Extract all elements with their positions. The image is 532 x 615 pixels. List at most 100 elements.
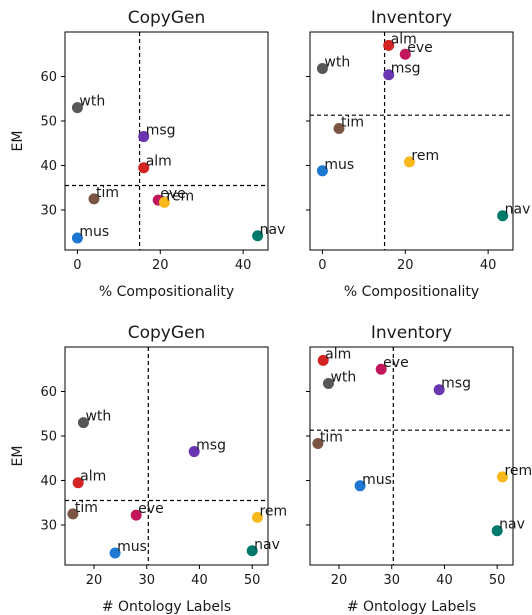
data-point-rem <box>403 156 415 168</box>
data-point-eve <box>130 509 142 521</box>
x-tick-label: 40 <box>235 258 252 273</box>
data-point-tim <box>67 508 79 520</box>
y-tick-label: 50 <box>40 429 57 444</box>
x-tick-label: 40 <box>480 258 497 273</box>
x-axis-label: # Ontology Labels <box>347 599 476 615</box>
y-tick-label: 60 <box>40 70 57 85</box>
data-label-tim: tim <box>320 430 343 446</box>
data-label-mus: mus <box>79 224 109 240</box>
data-point-eve <box>375 363 387 375</box>
data-label-msg: msg <box>196 438 226 454</box>
y-tick-label: 40 <box>40 159 57 174</box>
plot-frame <box>309 31 514 251</box>
data-label-alm: alm <box>325 346 351 362</box>
data-label-eve: eve <box>383 355 409 371</box>
data-label-wth: wth <box>85 409 111 425</box>
x-tick-label: 0 <box>318 258 326 273</box>
data-label-tim: tim <box>96 185 119 201</box>
y-axis-label: EM <box>10 446 26 467</box>
data-label-wth: wth <box>330 369 356 385</box>
x-tick-label: 50 <box>244 573 261 588</box>
x-tick-label: 20 <box>152 258 169 273</box>
x-axis-label: % Compositionality <box>99 284 234 300</box>
panel-title: CopyGen <box>128 323 206 343</box>
data-point-tim <box>312 438 324 450</box>
data-point-tim <box>88 193 100 205</box>
data-label-nav: nav <box>260 222 286 238</box>
data-point-wth <box>71 102 83 114</box>
panel-title: Inventory <box>371 323 452 343</box>
x-axis-label: % Compositionality <box>344 284 479 300</box>
y-tick-label: 30 <box>40 518 57 533</box>
data-label-alm: alm <box>391 31 417 47</box>
data-point-nav <box>246 545 258 557</box>
data-label-eve: eve <box>138 501 164 517</box>
data-label-alm: alm <box>80 469 106 485</box>
x-tick-label: 30 <box>138 573 155 588</box>
data-label-mus: mus <box>117 539 147 555</box>
data-point-eve <box>399 48 411 60</box>
y-tick-label: 40 <box>40 474 57 489</box>
x-tick-label: 30 <box>383 573 400 588</box>
data-label-msg: msg <box>441 376 471 392</box>
data-label-nav: nav <box>505 202 531 218</box>
data-label-nav: nav <box>254 537 280 553</box>
data-point-nav <box>491 525 503 537</box>
x-axis-label: # Ontology Labels <box>102 599 231 615</box>
data-point-tim <box>333 123 345 135</box>
data-label-eve: eve <box>407 40 433 56</box>
data-label-nav: nav <box>499 517 525 533</box>
data-point-alm <box>383 39 395 51</box>
data-point-rem <box>158 196 170 208</box>
data-label-tim: tim <box>75 500 98 516</box>
data-label-msg: msg <box>146 123 176 139</box>
plot-frame <box>64 346 269 566</box>
data-label-alm: alm <box>146 154 172 170</box>
data-point-wth <box>77 417 89 429</box>
data-point-msg <box>188 446 200 458</box>
y-tick-label: 60 <box>40 385 57 400</box>
data-point-mus <box>316 165 328 177</box>
data-point-alm <box>72 477 84 489</box>
data-point-msg <box>138 131 150 143</box>
data-point-msg <box>433 384 445 396</box>
data-label-rem: rem <box>504 463 532 479</box>
y-tick-label: 30 <box>40 203 57 218</box>
x-tick-label: 40 <box>191 573 208 588</box>
data-point-rem <box>496 471 508 483</box>
x-tick-label: 50 <box>489 573 506 588</box>
data-label-msg: msg <box>391 61 421 77</box>
y-tick-label: 50 <box>40 114 57 129</box>
data-point-wth <box>316 62 328 74</box>
x-tick-label: 0 <box>73 258 81 273</box>
data-label-mus: mus <box>362 472 392 488</box>
x-tick-label: 40 <box>436 573 453 588</box>
data-label-mus: mus <box>324 157 354 173</box>
x-tick-label: 20 <box>331 573 348 588</box>
data-label-rem: rem <box>259 503 287 519</box>
data-point-mus <box>354 480 366 492</box>
plot-frame <box>309 346 514 566</box>
data-label-rem: rem <box>166 188 194 204</box>
data-point-rem <box>251 511 263 523</box>
data-point-alm <box>138 162 150 174</box>
data-point-msg <box>383 69 395 81</box>
x-tick-label: 20 <box>86 573 103 588</box>
panel-1: CopyGen 0 20 40 30 40 50 60 % Compositionality EM… <box>10 8 285 300</box>
x-tick-label: 20 <box>397 258 414 273</box>
y-axis-label: EM <box>10 131 26 152</box>
data-point-nav <box>497 210 509 222</box>
panel-3: CopyGen 20 30 40 50 30 40 50 60 # Ontology Labels… <box>10 323 287 615</box>
data-label-rem: rem <box>411 148 439 164</box>
data-label-wth: wth <box>79 94 105 110</box>
data-point-nav <box>252 230 264 242</box>
data-point-mus <box>109 547 121 559</box>
data-label-tim: tim <box>341 115 364 131</box>
data-label-wth: wth <box>324 54 350 70</box>
data-point-alm <box>317 354 329 366</box>
panel-title: CopyGen <box>128 8 206 28</box>
plot-frame <box>64 31 269 251</box>
panel-title: Inventory <box>371 8 452 28</box>
